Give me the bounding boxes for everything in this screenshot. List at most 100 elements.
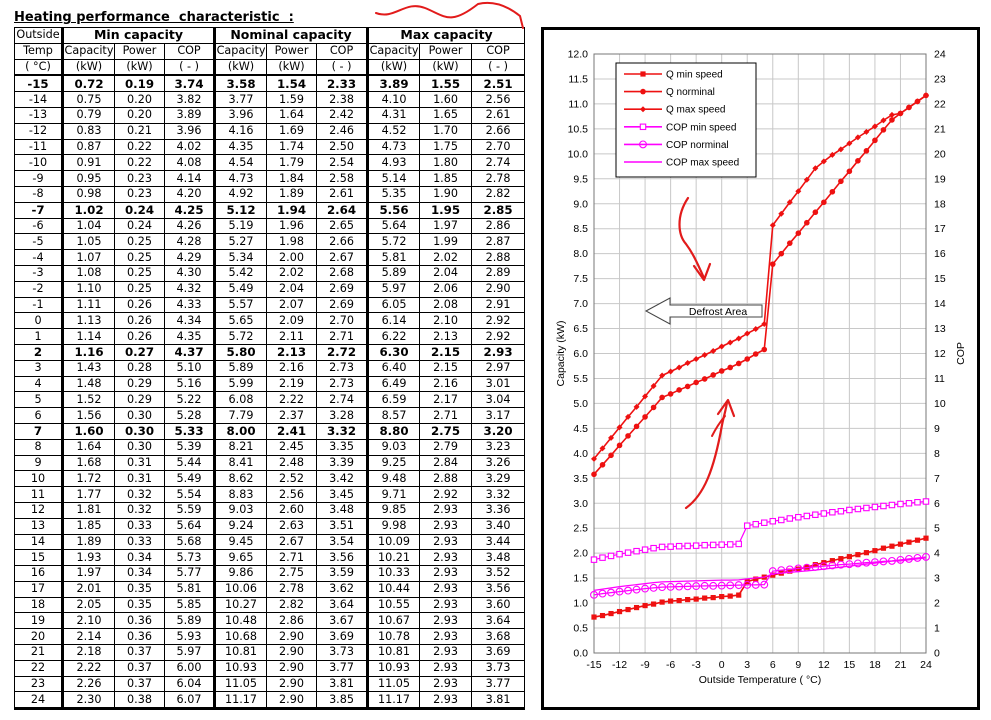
table-cell: 2.37 <box>266 407 318 424</box>
data-point <box>599 445 606 452</box>
table-cell: 0.83 <box>62 122 115 140</box>
table-cell: 3.56 <box>471 580 526 598</box>
table-cell: 2.78 <box>471 170 526 187</box>
table-cell: 0.23 <box>114 185 165 203</box>
series-line <box>593 537 927 618</box>
data-point <box>659 599 665 605</box>
row-temp-cell: 5 <box>14 391 64 409</box>
data-point <box>905 499 913 507</box>
data-point <box>727 593 733 599</box>
table-cell: 4.28 <box>163 233 217 251</box>
data-point <box>702 595 708 601</box>
corner-header-line1: Outside <box>14 27 64 44</box>
table-cell: 10.68 <box>214 628 268 646</box>
table-cell: 0.98 <box>62 185 115 203</box>
table-cell: 3.42 <box>316 470 370 488</box>
table-cell: 0.19 <box>114 74 165 93</box>
data-point <box>616 442 623 449</box>
table-cell: 2.02 <box>266 264 318 282</box>
table-cell: 6.07 <box>163 691 217 711</box>
row-temp-cell: -12 <box>14 122 64 140</box>
legend-box <box>615 62 757 178</box>
table-cell: 1.55 <box>419 74 473 93</box>
table-cell: 2.13 <box>419 328 473 345</box>
table-cell: 3.85 <box>316 691 370 711</box>
y-tick-label: 11.0 <box>568 98 588 110</box>
data-point <box>700 581 709 590</box>
table-cell: 1.72 <box>62 470 115 488</box>
x-tick-label: 12 <box>818 659 830 671</box>
table-row: 14 1.89 0.33 5.68 9.45 2.67 3.54 10.09 2.93 3.44 <box>14 533 526 551</box>
data-point <box>590 556 598 563</box>
data-point <box>675 542 683 550</box>
table-cell: 10.48 <box>214 612 268 630</box>
data-point <box>650 382 657 389</box>
table-cell: 2.90 <box>266 644 318 661</box>
series-cop-max-speed <box>593 557 927 591</box>
data-point <box>744 356 751 362</box>
data-point <box>812 511 819 518</box>
table-cell: 10.06 <box>214 580 268 598</box>
data-point <box>591 455 597 462</box>
table-cell: 3.89 <box>163 106 217 124</box>
table-cell: 5.81 <box>367 249 421 266</box>
row-temp-cell: 24 <box>14 691 64 711</box>
data-point <box>616 424 623 431</box>
table-cell: 2.82 <box>266 596 318 614</box>
data-point <box>735 335 742 342</box>
data-point <box>701 351 708 358</box>
data-point <box>914 98 921 105</box>
table-cell: 0.23 <box>114 170 165 187</box>
table-cell: 2.75 <box>419 422 473 440</box>
data-point <box>659 394 665 401</box>
table-cell: 2.61 <box>316 185 370 203</box>
table-cell: 2.82 <box>471 185 526 203</box>
performance-table-container: Outside Min capacity Nominal capacity Ma… <box>14 27 526 711</box>
data-point <box>923 92 929 99</box>
table-row: 5 1.52 0.29 5.22 6.08 2.22 2.74 6.59 2.17 3.04 <box>14 391 526 409</box>
data-point <box>667 543 674 550</box>
table-cell: 1.95 <box>419 201 473 219</box>
table-cell: 5.80 <box>214 343 268 361</box>
data-point <box>804 219 810 226</box>
table-cell: 0.33 <box>114 517 165 535</box>
table-cell: 3.45 <box>316 486 370 503</box>
table-cell: 2.89 <box>471 264 526 282</box>
table-cell: 0.26 <box>114 296 165 314</box>
data-point <box>786 240 793 246</box>
y2-tick-label: 5 <box>934 523 940 535</box>
data-point <box>787 568 793 574</box>
table-cell: 10.93 <box>367 659 421 677</box>
table-cell: 2.00 <box>266 249 318 266</box>
table-cell: 1.89 <box>62 533 115 551</box>
table-row: -8 0.98 0.23 4.20 4.92 1.89 2.61 5.35 1.90 2.82 <box>14 185 526 203</box>
row-temp-cell: 15 <box>14 549 64 567</box>
table-cell: 3.23 <box>471 438 526 456</box>
legend-label: COP norminal <box>666 140 729 151</box>
table-cell: 8.21 <box>214 438 268 456</box>
table-row: 3 1.43 0.28 5.10 5.89 2.16 2.73 6.40 2.15 2.97 <box>14 359 526 377</box>
table-cell: 5.93 <box>163 628 217 646</box>
unit-none: ( - ) <box>163 58 217 77</box>
legend-label: Q norminal <box>666 87 715 98</box>
table-cell: 3.77 <box>214 91 268 108</box>
table-cell: 2.63 <box>266 517 318 535</box>
table-cell: 1.79 <box>266 154 318 172</box>
table-cell: 6.59 <box>367 391 421 409</box>
table-cell: 2.07 <box>266 296 318 314</box>
y2-tick-label: 17 <box>934 223 946 235</box>
y2-tick-label: 9 <box>934 423 940 435</box>
table-cell: 2.93 <box>419 691 473 711</box>
table-cell: 2.79 <box>419 438 473 456</box>
data-point <box>821 199 827 206</box>
table-cell: 6.49 <box>367 375 421 393</box>
table-cell: 4.10 <box>367 91 421 108</box>
table-cell: 5.56 <box>367 201 421 219</box>
table-cell: 1.84 <box>266 170 318 187</box>
y2-tick-label: 6 <box>934 498 940 510</box>
table-cell: 2.50 <box>316 138 370 156</box>
table-cell: 1.14 <box>62 328 115 345</box>
table-cell: 2.66 <box>471 122 526 140</box>
data-point <box>735 360 742 367</box>
series-q-max-speed <box>593 94 927 460</box>
